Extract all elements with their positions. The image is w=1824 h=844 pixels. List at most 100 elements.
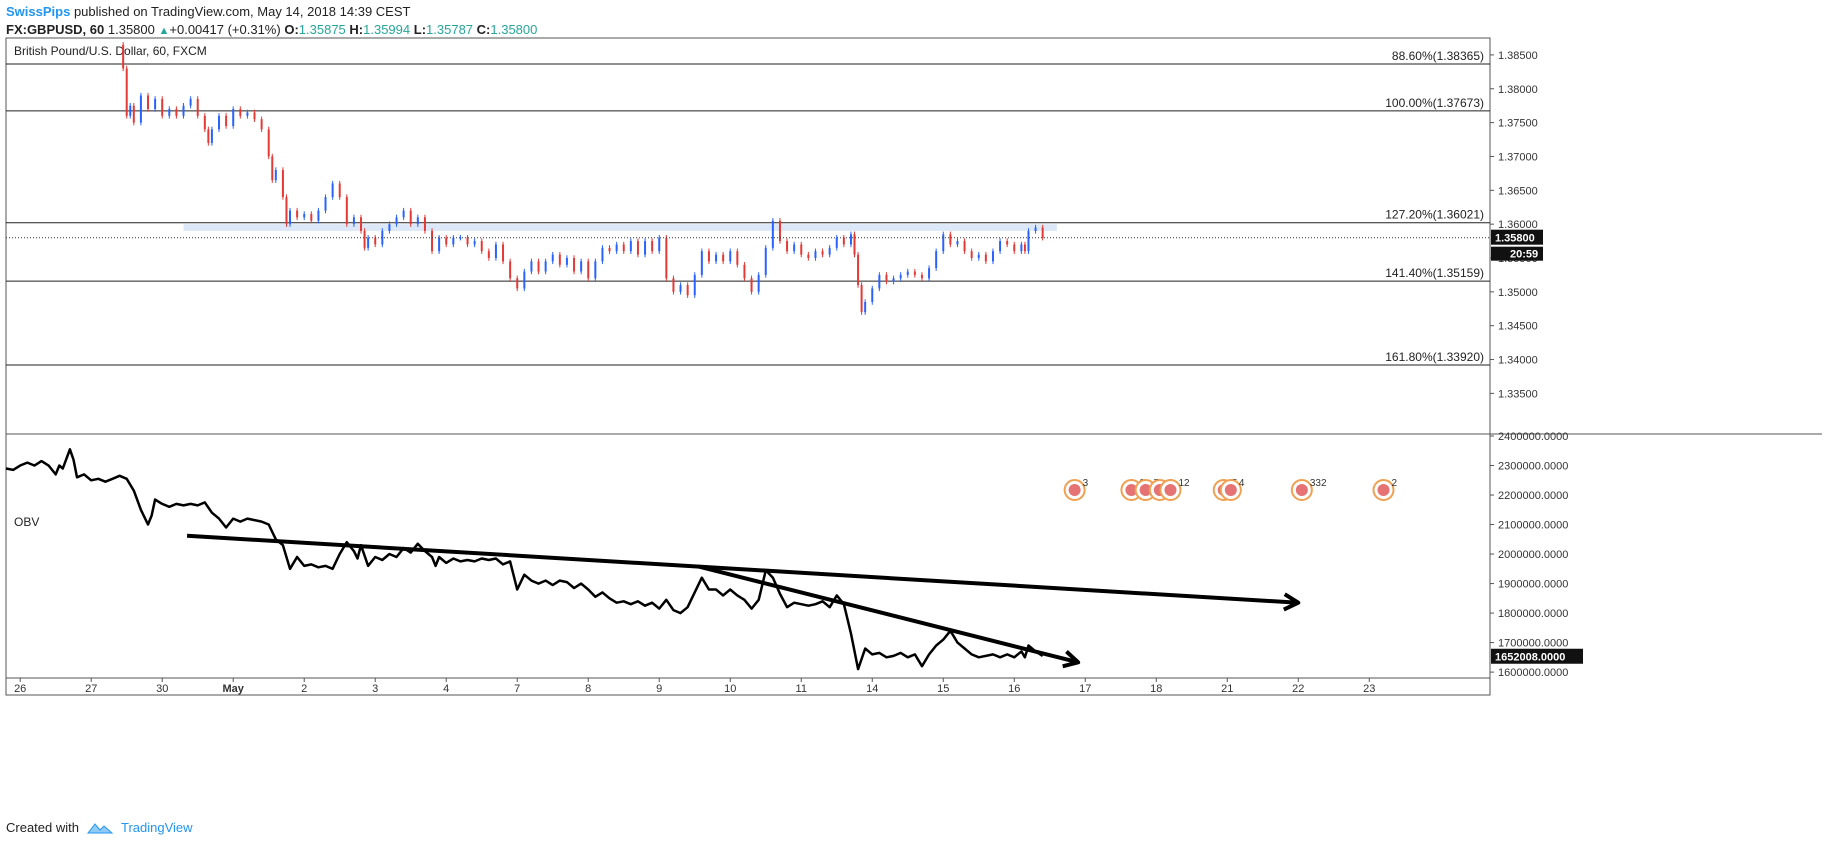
candle-body <box>722 254 725 262</box>
obv-axis-label: 1700000.0000 <box>1498 638 1568 650</box>
tradingview-logo-icon <box>86 822 113 833</box>
candle-body <box>949 234 952 245</box>
candle-body <box>210 129 213 143</box>
tradingview-link[interactable]: TradingView <box>120 820 193 835</box>
publish-info: SwissPips published on TradingView.com, … <box>6 4 410 19</box>
price-axis-label: 1.38000 <box>1498 84 1538 96</box>
candle-body <box>267 129 270 157</box>
event-count: 2 <box>1391 478 1397 489</box>
candle-body <box>814 251 817 258</box>
time-axis-label: 14 <box>866 683 878 695</box>
fib-level-label: 88.60%(1.38365) <box>1392 49 1484 63</box>
candle-body <box>913 271 916 275</box>
candle-body <box>700 251 703 275</box>
time-axis-label: 30 <box>156 683 168 695</box>
candle-body <box>551 254 554 262</box>
candle-body <box>956 241 959 245</box>
price-axis-label: 1.38500 <box>1498 50 1538 62</box>
candle-body <box>750 278 753 292</box>
candle-body <box>175 109 178 116</box>
candle-body <box>1027 230 1030 252</box>
time-axis-label: May <box>223 683 245 695</box>
candle-body <box>693 274 696 296</box>
candle-body <box>672 278 675 292</box>
price-axis-label: 1.35000 <box>1498 287 1538 299</box>
candle-body <box>899 274 902 279</box>
event-count: 4 <box>1239 478 1245 489</box>
created-with-text: Created with <box>6 820 79 835</box>
candle-body <box>438 237 441 252</box>
time-axis-label: 10 <box>724 683 736 695</box>
candle-body <box>920 274 923 279</box>
obv-pane-title: OBV <box>14 515 39 529</box>
candle-body <box>565 258 568 265</box>
footer: Created with TradingView <box>6 820 193 835</box>
candle-body <box>395 217 398 225</box>
candle-body <box>285 197 288 225</box>
candle-body <box>431 230 434 252</box>
candle-body <box>232 109 235 126</box>
price-axis-label: 1.34500 <box>1498 321 1538 333</box>
time-axis-label: 8 <box>585 683 591 695</box>
trendline-arrow-icon <box>1062 650 1081 669</box>
candle-body <box>363 230 366 248</box>
last-price-badge <box>1491 229 1543 245</box>
candle-body <box>651 241 654 252</box>
candle-body <box>764 247 767 275</box>
publisher-name[interactable]: SwissPips <box>6 4 71 19</box>
candle-body <box>743 264 746 279</box>
chart-frame <box>5 37 1491 696</box>
candle-body <box>402 210 405 218</box>
candle-body <box>860 285 863 313</box>
candle-body <box>537 261 540 272</box>
time-axis-label: 17 <box>1079 683 1091 695</box>
candle-body <box>154 98 157 110</box>
obv-axis-label: 2300000.0000 <box>1498 461 1568 473</box>
time-axis-label: 3 <box>372 683 378 695</box>
candle-body <box>509 261 512 279</box>
candle-body <box>835 237 838 248</box>
candle-body <box>1006 241 1009 245</box>
candle-body <box>260 119 263 130</box>
candle-body <box>345 197 348 225</box>
candle-body <box>409 210 412 225</box>
candle-body <box>928 268 931 279</box>
candle-body <box>800 244 803 255</box>
candle-body <box>203 115 206 130</box>
flag-core-icon <box>1164 484 1177 496</box>
candle-body <box>573 258 576 272</box>
candle-body <box>296 210 299 218</box>
event-count: 12 <box>1178 478 1190 489</box>
time-axis-label: 4 <box>443 683 449 695</box>
high-value: 1.35994 <box>363 22 411 37</box>
candle-body <box>182 105 185 116</box>
candle-body <box>849 234 852 245</box>
time-axis-label: 22 <box>1292 683 1304 695</box>
candle-body <box>516 278 519 289</box>
candle-body <box>871 288 874 302</box>
obv-axis-label: 1800000.0000 <box>1498 608 1568 620</box>
flag-core-icon <box>1224 484 1237 496</box>
candle-body <box>207 129 210 143</box>
obv-trendline <box>697 564 1079 665</box>
candle-body <box>360 217 363 231</box>
price-axis-label: 1.33500 <box>1498 388 1538 400</box>
candle-body <box>601 247 604 262</box>
candle-body <box>558 254 561 265</box>
time-axis-label: 7 <box>514 683 520 695</box>
candle-body <box>452 237 455 245</box>
event-count: 3 <box>1083 478 1089 489</box>
candle-body <box>281 170 284 198</box>
open-label: O: <box>284 22 299 37</box>
candle-body <box>778 220 781 242</box>
candle-body <box>629 241 632 252</box>
candle-body <box>246 112 249 116</box>
candle-body <box>317 210 320 221</box>
candle-body <box>338 183 341 198</box>
candle-body <box>786 241 789 252</box>
candle-body <box>289 210 292 225</box>
candle-body <box>367 237 370 248</box>
candle-body <box>729 251 732 262</box>
candle-body <box>416 217 419 225</box>
countdown-badge <box>1491 246 1543 261</box>
